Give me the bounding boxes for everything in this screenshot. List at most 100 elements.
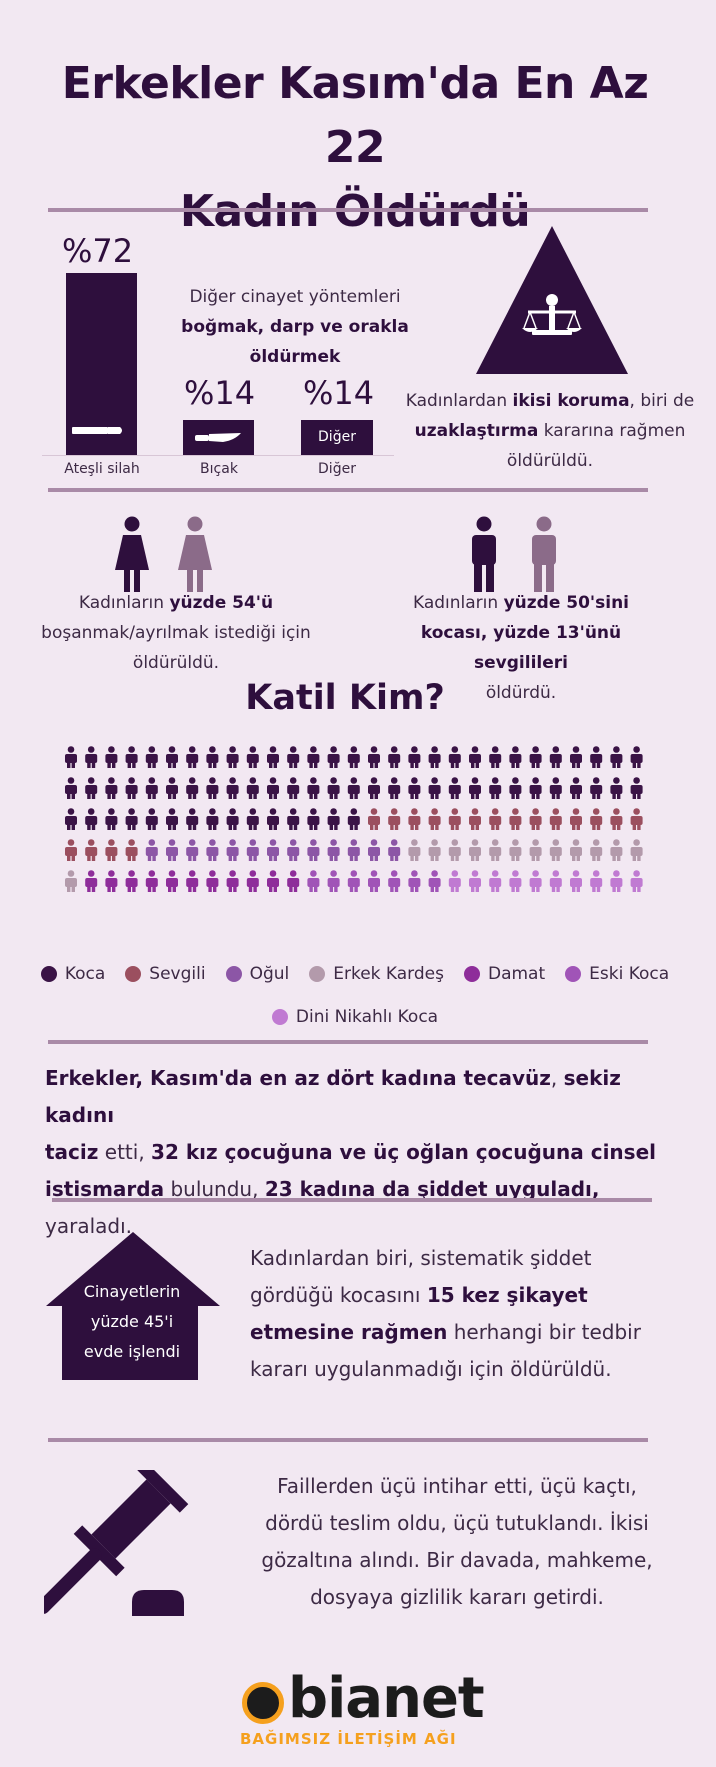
house-text-2: yüzde 45'i [90,1312,174,1331]
legend-dot-icon [271,1009,288,1025]
person-icon [307,870,320,892]
knife-icon [195,433,241,442]
person-icon [65,777,77,799]
person-icon [489,808,502,830]
perpetrators-text-4: dosyaya gizlilik kararı getirdi. [310,1585,604,1609]
person-icon [630,870,643,892]
person-icon [186,808,199,830]
person-icon [105,839,118,861]
person-icon [307,746,320,768]
person-icon [206,870,219,892]
person-icon [166,808,178,830]
husbands-bold-2: kocası, yüzde 13'ünü sevgilileri [420,623,622,673]
person-icon [145,870,158,892]
person-icon [428,777,441,799]
person-icon [246,746,259,768]
person-icon [529,870,542,892]
abuse-bold-6: 23 kadına da şiddet uyguladı, [264,1177,600,1201]
person-icon [206,777,219,799]
knife-label: Bıçak [200,461,238,477]
person-icon [469,746,481,768]
person-icon [448,777,461,799]
man-icon [472,516,496,592]
legend-label: Oğul [249,964,290,984]
logo-mark-icon [242,1682,284,1724]
divider-1 [48,208,648,212]
person-icon [287,777,300,799]
person-icon [327,746,340,768]
person-icon [570,870,582,892]
person-icon [327,839,340,861]
legend-label: Damat [487,964,546,984]
person-icon [489,746,502,768]
person-icon [125,746,138,768]
person-icon [448,839,461,861]
knife-bar [183,420,254,455]
woman-icon [115,516,149,592]
protection-text-3: kararına rağmen [538,421,686,441]
protection-text: Kadınlardan ikisi koruma, biri de uzakla… [405,386,695,476]
person-icon [610,808,623,830]
legend-item: Koca [40,954,105,994]
person-icon [85,746,98,768]
person-icon [65,839,77,861]
legend-label: Sevgili [149,964,206,984]
legend-item: Oğul [225,954,290,994]
person-icon [186,777,199,799]
person-icon [428,746,441,768]
legend-dot-icon [565,966,582,982]
person-icon [206,808,219,830]
person-icon [570,746,582,768]
person-icon [489,839,502,861]
house-text-3: evde işlendi [83,1342,181,1361]
person-icon [226,777,239,799]
abuse-text-4: yaraladı. [45,1214,132,1238]
person-icon [549,746,562,768]
person-icon [287,839,300,861]
person-icon [590,839,603,861]
person-icon [590,777,603,799]
person-icon [166,777,178,799]
person-icon [307,839,320,861]
perpetrators-text-3: gözaltına alındı. Bir davada, mahkeme, [261,1548,653,1572]
person-icon [105,870,118,892]
person-icon [428,808,441,830]
chart-legend: Koca Sevgili Oğul Erkek Kardeş Damat Eski Koc… [30,954,680,1040]
legend-item: Eski Koca [565,954,669,994]
person-icon [630,808,643,830]
firearm-percent: %72 [62,232,134,270]
complaint-text-1: Kadınlardan biri, sistematik şiddet [250,1246,592,1270]
person-icon [307,777,320,799]
person-icon [287,870,300,892]
person-icon [549,777,562,799]
perpetrators-text: Faillerden üçü intihar etti, üçü kaçtı, … [222,1468,692,1616]
abuse-bold-2: sekiz kadını [45,1066,621,1127]
divorce-text-1: Kadınların [78,593,170,613]
person-icon [206,839,219,861]
person-icon [226,808,239,830]
person-icon [549,870,562,892]
person-icon [570,808,582,830]
person-icon [246,808,259,830]
person-icon [630,839,643,861]
person-icon [145,839,158,861]
person-icon [226,746,239,768]
pictogram-chart [65,746,643,892]
complaint-text: Kadınlardan biri, sistematik şiddet görd… [250,1240,690,1388]
person-icon [509,746,522,768]
legend-item: Damat [463,954,546,994]
divider-5 [48,1438,648,1442]
person-icon [388,870,401,892]
person-icon [489,870,502,892]
abuse-text: Erkekler, Kasım'da en az dört kadına tec… [45,1060,685,1245]
chart-title: Katil Kim? [245,678,445,718]
person-icon [166,870,178,892]
legend-dot-icon [40,966,57,982]
husbands-text: Kadınların yüzde 50'sini kocası, yüzde 1… [372,588,670,708]
person-icon [267,839,279,861]
person-icon [105,808,118,830]
person-icon [65,870,77,892]
complaint-bold-1: 15 kez şikayet [426,1283,588,1307]
divorce-bold-1: yüzde 54'ü [169,593,274,613]
person-icon [186,839,199,861]
